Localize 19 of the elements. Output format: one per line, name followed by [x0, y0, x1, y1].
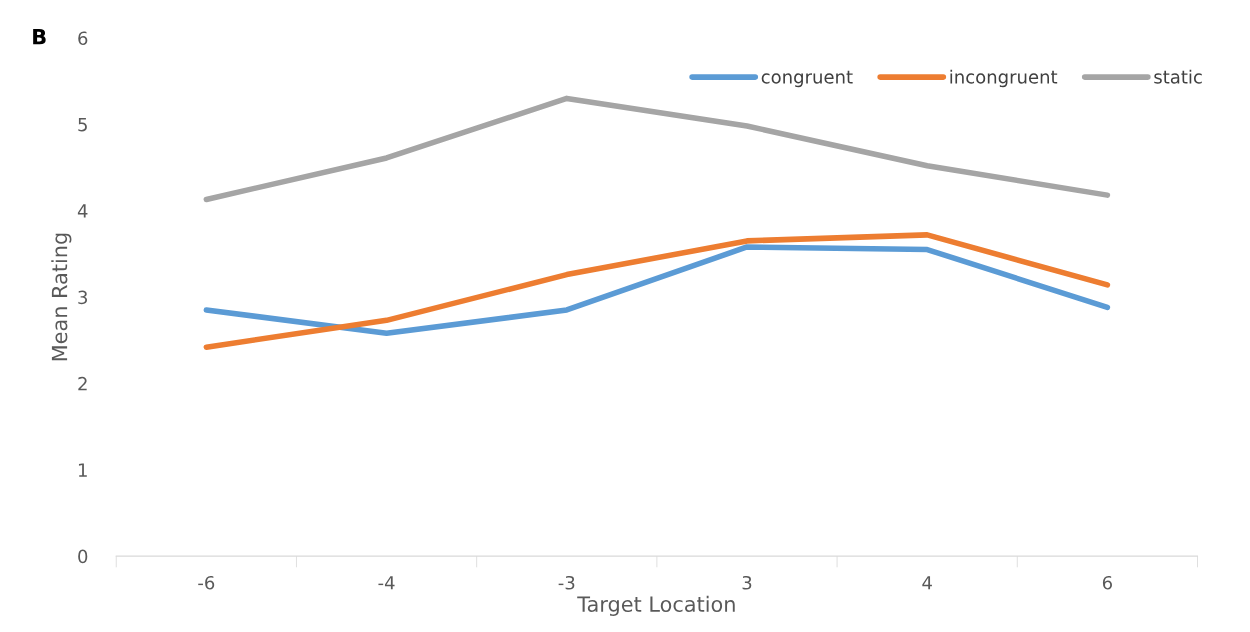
y-tick-label: 4 — [77, 204, 88, 218]
x-tick-label: 3 — [742, 575, 752, 590]
y-tick-label: 3 — [78, 290, 88, 305]
legend-label: incongruent — [950, 69, 1058, 88]
y-tick-label: 2 — [78, 376, 87, 391]
x-tick-label: -3 — [558, 575, 575, 590]
text: B — [33, 29, 46, 45]
x-tick-label: 4 — [922, 576, 932, 590]
y-tick-label: 6 — [78, 31, 88, 46]
legend-label: congruent — [761, 70, 853, 88]
x-tick-label: 6 — [1102, 575, 1112, 590]
y-axis-title: Mean Rating — [51, 233, 72, 361]
x-tick-label: -4 — [378, 576, 395, 590]
y-tick-label: 1 — [78, 463, 87, 477]
y-tick-label: 5 — [78, 117, 87, 132]
legend-label: static — [1154, 69, 1202, 84]
x-tick-label: -6 — [198, 575, 215, 590]
y-tick-label: 0 — [78, 549, 88, 564]
x-axis-title: Target Location — [577, 595, 735, 617]
